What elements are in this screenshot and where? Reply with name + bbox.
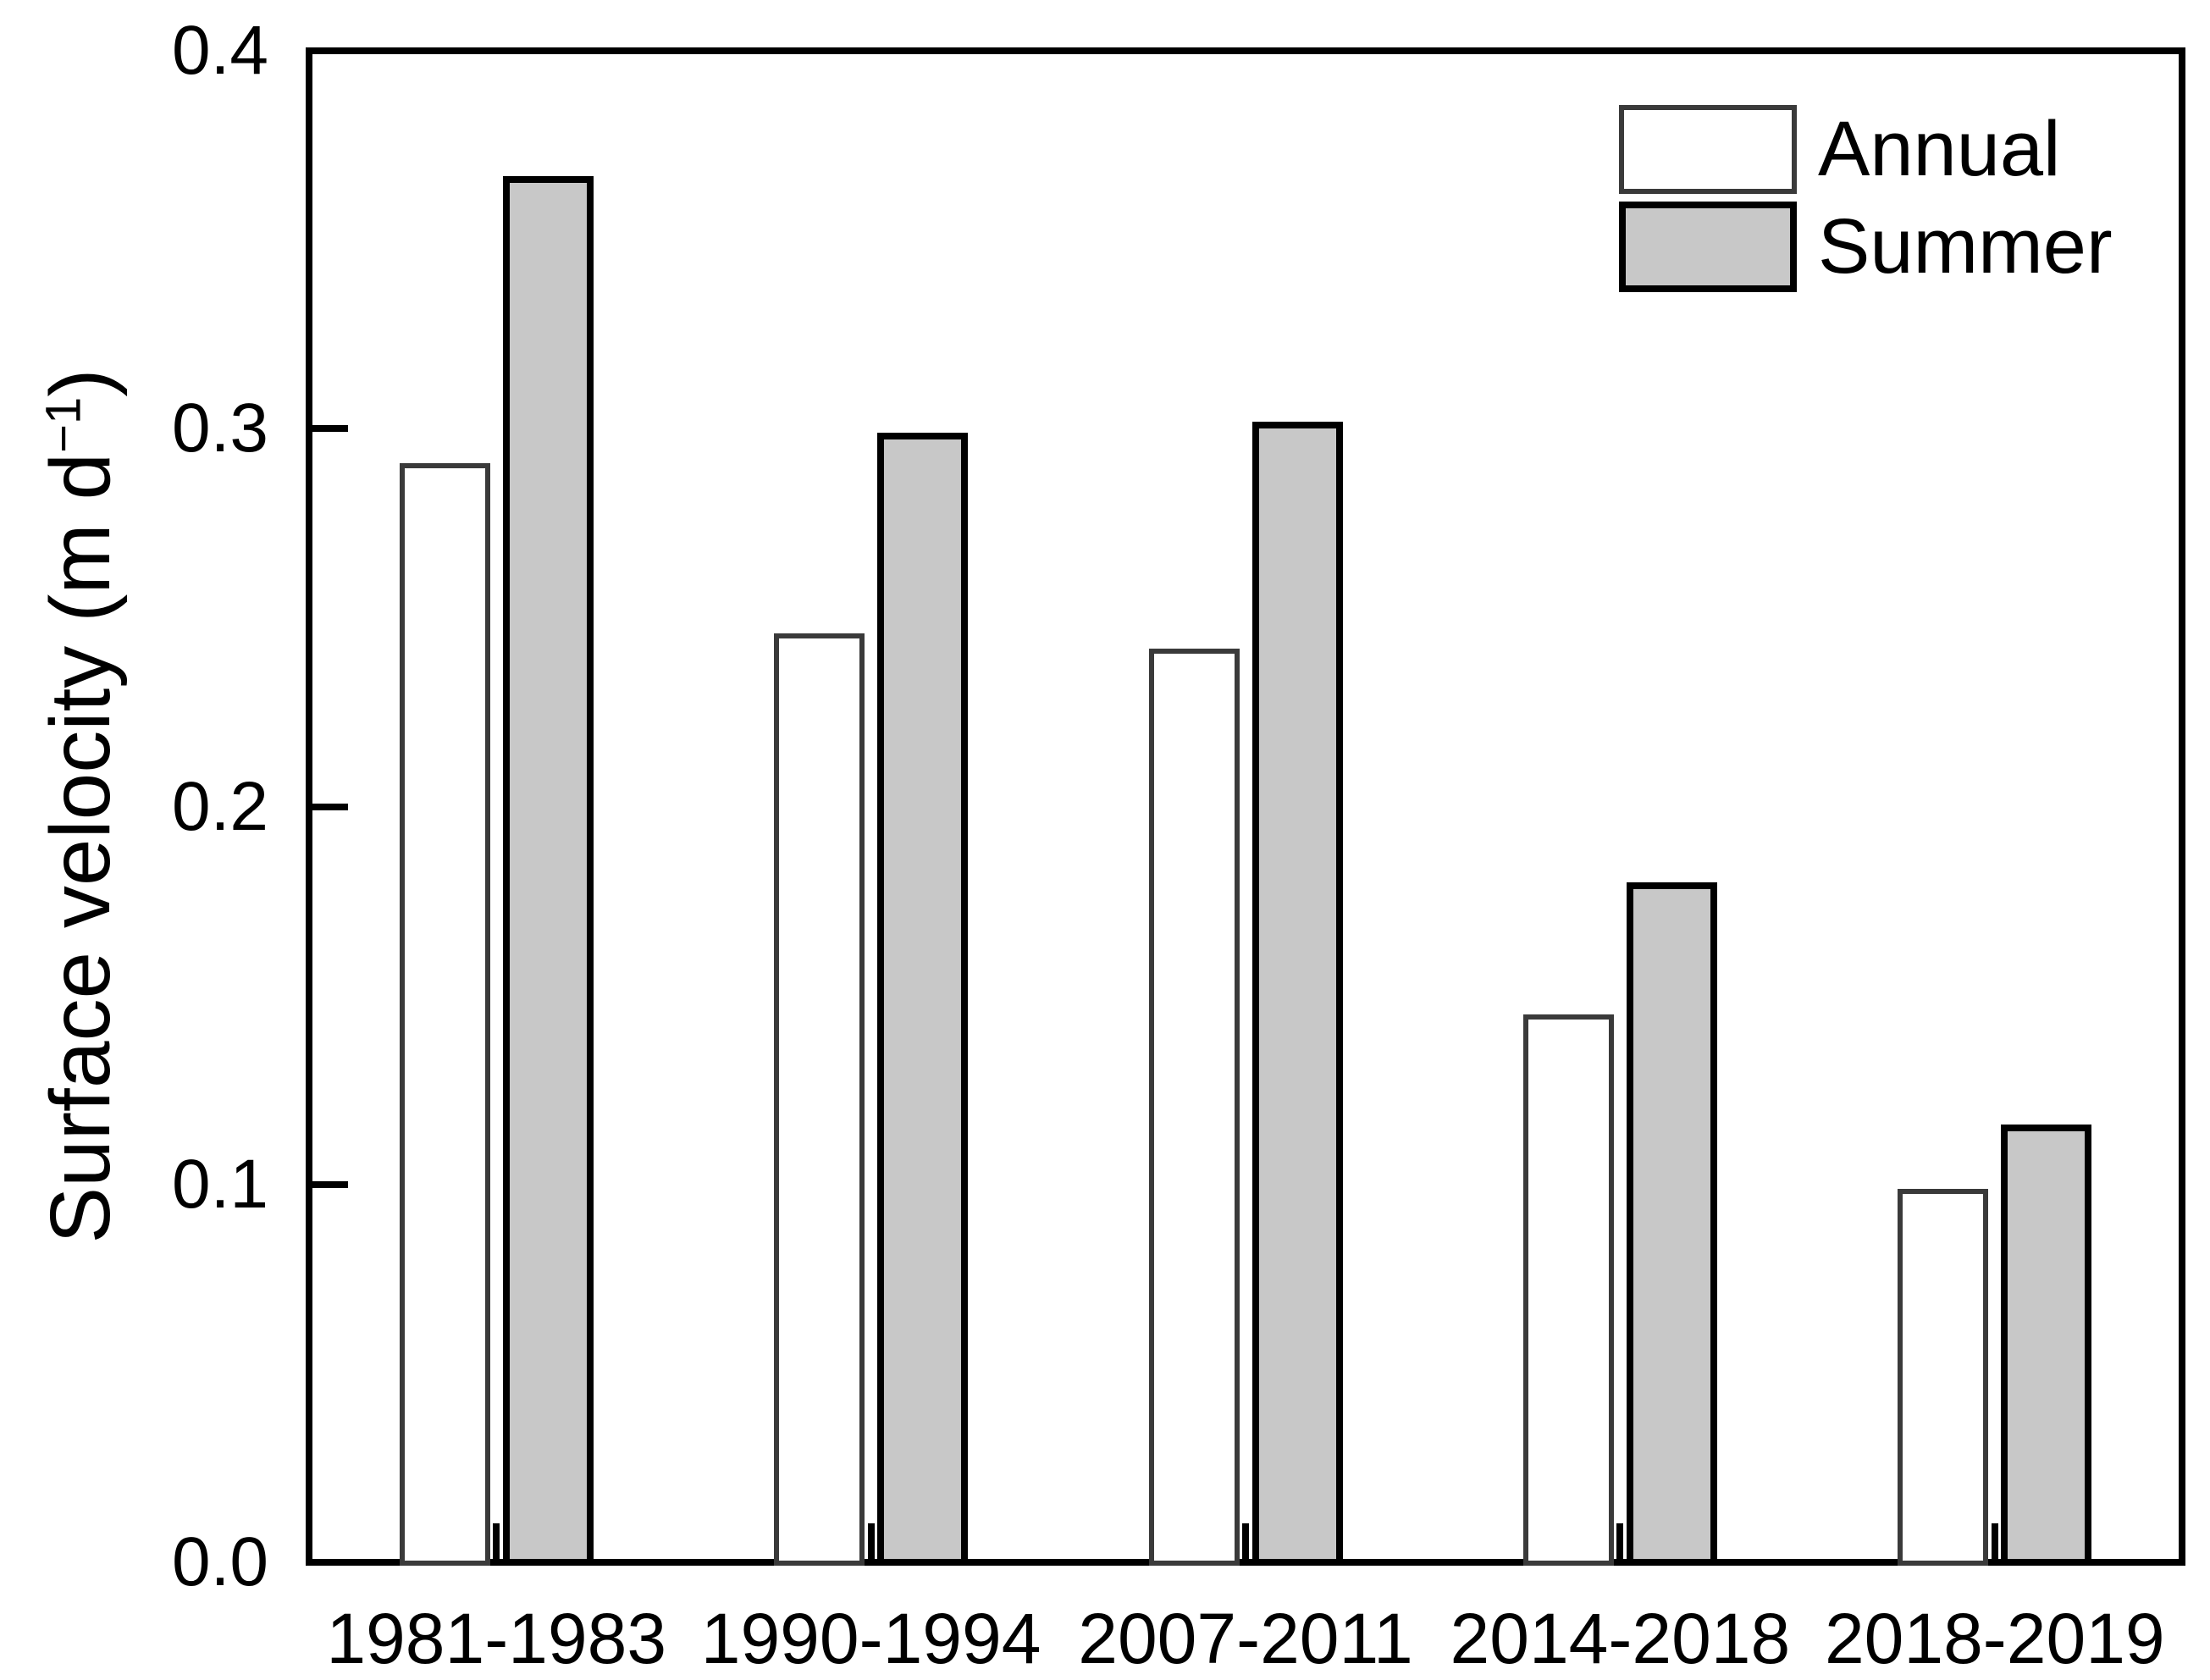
x-tick-label-2018-2019: 2018-2019 (1824, 1599, 2165, 1678)
y-axis-tick-0.3 (312, 425, 348, 433)
x-axis-tick-2014-2018 (1616, 1523, 1624, 1559)
bar-summer-1990-1994 (877, 433, 969, 1566)
legend-label-summer: Summer (1818, 203, 2113, 290)
bar-annual-1990-1994 (774, 633, 865, 1566)
y-tick-label-0.2: 0.2 (172, 767, 268, 845)
x-tick-label-2007-2011: 2007-2011 (1078, 1599, 1413, 1678)
bar-summer-2007-2011 (1251, 422, 1343, 1566)
x-tick-label-1990-1994: 1990-1994 (700, 1599, 1041, 1678)
x-axis-tick-1990-1994 (867, 1523, 875, 1559)
plot-area-frame (306, 47, 2185, 1566)
x-axis-tick-2007-2011 (1242, 1523, 1249, 1559)
y-tick-label-0.0: 0.0 (172, 1523, 268, 1600)
y-axis-tick-0.2 (312, 803, 348, 810)
bar-annual-1981-1983 (399, 463, 490, 1566)
y-tick-label-0.4: 0.4 (172, 12, 268, 89)
legend-swatch-annual (1619, 105, 1797, 194)
legend-swatch-summer (1619, 202, 1797, 292)
bar-summer-1981-1983 (502, 176, 594, 1566)
x-tick-label-2014-2018: 2014-2018 (1450, 1599, 1791, 1678)
x-tick-label-1981-1983: 1981-1983 (326, 1599, 667, 1678)
bar-summer-2018-2019 (2001, 1125, 2092, 1566)
bar-summer-2014-2018 (1626, 882, 1717, 1566)
y-tick-label-0.3: 0.3 (172, 390, 268, 467)
bar-annual-2018-2019 (1898, 1189, 1989, 1566)
y-axis-tick-0.1 (312, 1180, 348, 1188)
legend-label-annual: Annual (1818, 106, 2061, 192)
y-tick-label-0.1: 0.1 (172, 1145, 268, 1223)
bar-annual-2007-2011 (1148, 649, 1240, 1566)
bar-annual-2014-2018 (1522, 1014, 1614, 1566)
y-axis-title-prefix: Surface velocity (m d (33, 452, 128, 1244)
x-axis-tick-2018-2019 (1991, 1523, 1998, 1559)
x-axis-tick-1981-1983 (493, 1523, 500, 1559)
